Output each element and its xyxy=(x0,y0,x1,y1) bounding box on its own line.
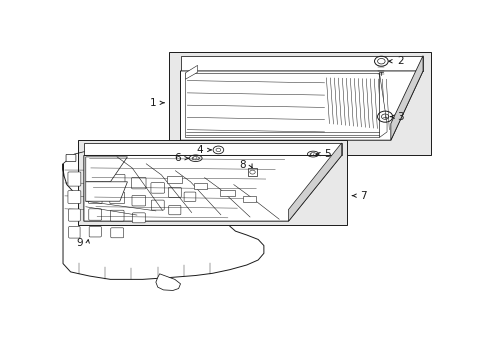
FancyBboxPatch shape xyxy=(66,154,76,162)
Polygon shape xyxy=(379,73,386,138)
Bar xyxy=(193,183,206,189)
FancyBboxPatch shape xyxy=(68,172,81,186)
FancyBboxPatch shape xyxy=(131,177,146,189)
FancyBboxPatch shape xyxy=(89,226,101,237)
FancyBboxPatch shape xyxy=(132,213,145,223)
Polygon shape xyxy=(185,66,197,79)
Text: 8: 8 xyxy=(239,159,245,170)
Polygon shape xyxy=(390,56,422,140)
FancyBboxPatch shape xyxy=(132,195,145,206)
FancyBboxPatch shape xyxy=(151,183,164,193)
Bar xyxy=(247,168,257,176)
FancyBboxPatch shape xyxy=(88,172,102,186)
Polygon shape xyxy=(63,164,264,279)
Polygon shape xyxy=(85,182,127,201)
FancyBboxPatch shape xyxy=(68,226,80,238)
Polygon shape xyxy=(180,56,422,71)
FancyBboxPatch shape xyxy=(89,209,102,220)
Polygon shape xyxy=(180,71,422,140)
Polygon shape xyxy=(85,157,127,182)
FancyBboxPatch shape xyxy=(168,205,181,215)
Polygon shape xyxy=(84,143,341,156)
FancyBboxPatch shape xyxy=(110,210,124,221)
FancyBboxPatch shape xyxy=(68,209,80,221)
Polygon shape xyxy=(156,274,180,291)
Text: 4: 4 xyxy=(196,145,203,155)
Bar xyxy=(167,176,182,183)
FancyBboxPatch shape xyxy=(110,192,124,204)
FancyBboxPatch shape xyxy=(68,191,81,203)
Text: 1: 1 xyxy=(150,98,156,108)
FancyBboxPatch shape xyxy=(109,174,125,186)
FancyBboxPatch shape xyxy=(168,187,181,197)
Polygon shape xyxy=(78,140,346,225)
Polygon shape xyxy=(288,143,341,221)
Text: 5: 5 xyxy=(324,149,330,159)
Text: 3: 3 xyxy=(397,112,404,122)
Polygon shape xyxy=(169,52,430,156)
FancyBboxPatch shape xyxy=(151,200,164,210)
Bar xyxy=(220,190,234,196)
Polygon shape xyxy=(84,156,341,221)
FancyBboxPatch shape xyxy=(183,192,196,202)
Text: 7: 7 xyxy=(359,191,366,201)
FancyBboxPatch shape xyxy=(88,191,102,203)
Text: 9: 9 xyxy=(76,238,83,248)
FancyBboxPatch shape xyxy=(111,228,123,238)
Text: 2: 2 xyxy=(397,56,404,66)
Text: 6: 6 xyxy=(174,153,180,163)
Bar xyxy=(243,197,256,202)
